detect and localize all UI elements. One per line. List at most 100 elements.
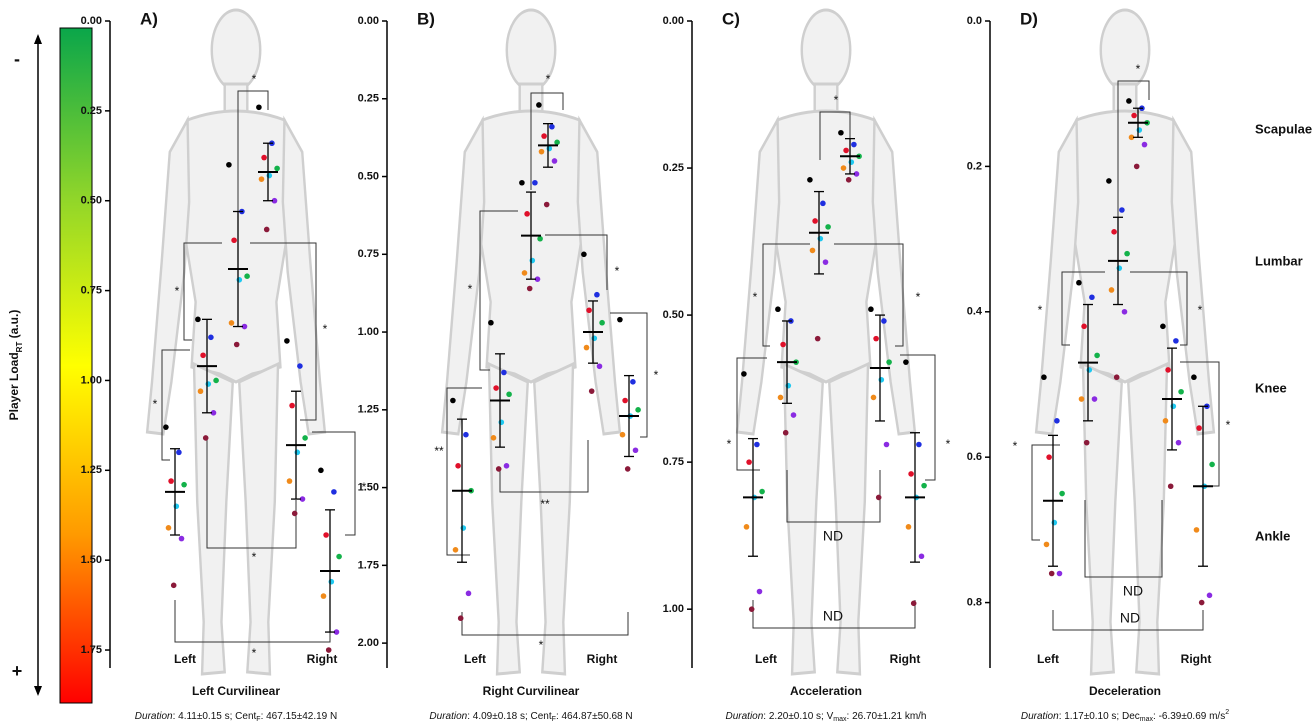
y-tick-label: 0.25: [663, 162, 684, 174]
significance-bracket: [1061, 271, 1105, 346]
y-tick-label: 1.75: [358, 559, 379, 571]
data-point: [1059, 490, 1065, 497]
significance-label: *: [615, 264, 620, 278]
significance-label: *: [946, 437, 951, 451]
data-point: [554, 139, 560, 146]
data-point: [1170, 403, 1177, 410]
y-tick-label: 0.50: [663, 309, 684, 321]
data-point: [170, 582, 177, 589]
data-point: [233, 341, 240, 348]
significance-bracket: [1130, 271, 1188, 346]
data-point: [323, 532, 329, 538]
significance-label: *: [546, 72, 551, 86]
data-point: [741, 371, 747, 377]
row-label: Scapulae: [1255, 121, 1312, 136]
footnote-part: Duration: [429, 711, 467, 722]
significance-label: **: [434, 444, 444, 458]
significance-label: ND: [823, 608, 843, 624]
data-point: [630, 379, 636, 385]
y-tick-label: 0.50: [81, 195, 102, 207]
data-point: [519, 179, 525, 186]
row-label: Lumbar: [1255, 253, 1303, 268]
data-point: [617, 316, 623, 323]
significance-label: *: [727, 437, 732, 451]
side-label: Right: [587, 652, 618, 666]
data-point: [173, 503, 180, 510]
data-point: [1113, 374, 1120, 381]
data-point: [256, 104, 262, 111]
side-label: Right: [890, 652, 921, 666]
data-point: [1128, 134, 1135, 141]
data-point: [320, 593, 327, 599]
y-tick-label: 1.50: [81, 554, 102, 566]
y-tick-label: 0.75: [81, 284, 102, 296]
panel-footnote: Duration: 4.09±0.18 s; CentF: 464.87±50.…: [429, 711, 632, 724]
data-point: [534, 276, 541, 282]
data-point: [1041, 374, 1047, 381]
data-point: [258, 176, 265, 182]
data-point: [543, 201, 550, 208]
data-point: [814, 335, 821, 342]
footnote-part: : 4.09±0.18 s; Cent: [467, 711, 552, 722]
data-point: [176, 449, 182, 456]
footnote-part: max: [833, 716, 847, 723]
data-point: [635, 407, 641, 413]
significance-label: *: [175, 284, 180, 298]
data-point: [244, 273, 250, 280]
y-tick-label: 1.25: [358, 404, 379, 416]
y-tick-label: 1.25: [81, 464, 102, 476]
data-point: [1141, 141, 1148, 148]
side-label: Right: [307, 652, 338, 666]
significance-bracket: [161, 349, 190, 461]
data-point: [853, 171, 860, 177]
significance-label: *: [916, 290, 921, 304]
data-point: [883, 441, 890, 448]
significance-bracket: [736, 357, 767, 471]
panel-title: Left Curvilinear: [192, 684, 280, 698]
data-point: [780, 341, 786, 348]
data-point: [1089, 294, 1095, 301]
data-point: [870, 394, 877, 401]
data-point: [263, 226, 270, 233]
significance-bracket: [530, 92, 564, 190]
data-point: [538, 148, 545, 155]
significance-bracket: [1052, 610, 1204, 631]
data-point: [1086, 367, 1093, 373]
data-point: [599, 319, 605, 326]
data-point: [551, 158, 558, 164]
row-label: Knee: [1255, 380, 1287, 395]
data-point: [537, 235, 543, 242]
footnote-part: 2: [1225, 709, 1229, 716]
significance-bracket: [183, 242, 222, 341]
footnote-part: Duration: [1021, 711, 1059, 722]
data-point: [843, 147, 849, 154]
data-point: [1198, 599, 1205, 606]
significance-bracket: [250, 242, 317, 421]
data-point: [845, 177, 852, 183]
significance-label: *: [834, 93, 839, 107]
data-point: [1173, 338, 1179, 344]
data-point: [325, 647, 332, 653]
data-point: [851, 141, 857, 148]
data-point: [524, 211, 530, 217]
data-point: [1106, 178, 1112, 184]
significance-label: ND: [1120, 610, 1140, 626]
data-point: [881, 318, 887, 324]
significance-label: *: [654, 368, 659, 382]
significance-label: *: [468, 282, 473, 296]
data-point: [875, 494, 882, 501]
panel-label: B): [417, 9, 435, 28]
data-point: [163, 424, 169, 430]
data-point: [632, 447, 639, 454]
significance-bracket: [819, 111, 851, 160]
footnote-part: : 467.15±42.19 N: [261, 711, 338, 722]
data-point: [318, 467, 324, 474]
data-point: [817, 235, 824, 242]
colorbar: [59, 27, 93, 704]
y-tick-label: 0.2: [967, 160, 982, 172]
data-point: [1165, 367, 1171, 373]
data-point: [921, 482, 927, 489]
data-point: [1178, 388, 1184, 395]
data-point: [168, 478, 174, 484]
